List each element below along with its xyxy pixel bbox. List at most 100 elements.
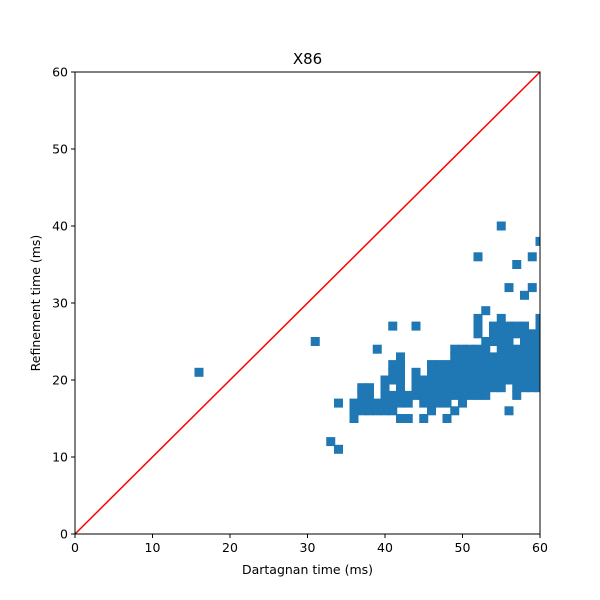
data-point (388, 321, 398, 331)
data-point (357, 398, 367, 408)
data-point (411, 375, 421, 385)
data-point (411, 367, 421, 377)
data-point (496, 360, 506, 370)
data-point (489, 337, 498, 346)
data-point (380, 390, 390, 400)
data-point (520, 337, 529, 346)
data-point (535, 329, 540, 339)
data-point (458, 367, 467, 377)
data-point (481, 306, 491, 316)
data-point (496, 313, 506, 323)
data-point (527, 283, 537, 293)
data-point (527, 252, 537, 262)
data-point (496, 337, 506, 346)
data-point (450, 390, 460, 400)
data-point (434, 367, 444, 377)
data-point (427, 406, 436, 416)
data-point (349, 406, 359, 416)
data-point (520, 375, 529, 385)
x-tick-label: 50 (455, 540, 471, 555)
data-point (427, 360, 436, 370)
data-point (349, 414, 359, 423)
data-point (450, 383, 460, 393)
data-point (489, 321, 498, 331)
data-point (427, 375, 436, 385)
data-point (380, 406, 390, 416)
data-point (512, 383, 522, 393)
data-point (450, 375, 460, 385)
data-point (512, 352, 522, 362)
data-point (527, 375, 537, 385)
y-tick-label: 20 (52, 373, 68, 388)
data-point (504, 344, 514, 354)
data-point (388, 406, 398, 416)
data-point (465, 360, 475, 370)
data-point (535, 337, 540, 346)
data-point (473, 383, 483, 393)
data-point (357, 383, 367, 393)
data-point (504, 329, 514, 339)
data-point (334, 398, 343, 408)
y-tick-label: 60 (52, 65, 68, 80)
data-point (388, 360, 398, 370)
data-point (411, 390, 421, 400)
data-point (411, 383, 421, 393)
data-point (434, 390, 444, 400)
data-point (465, 383, 475, 393)
data-point (504, 337, 514, 346)
y-axis-ticks: 0 10 20 30 40 50 60 (52, 65, 75, 542)
data-point (388, 367, 398, 377)
data-point (496, 344, 506, 354)
y-tick-label: 10 (52, 450, 68, 465)
data-point (489, 383, 498, 393)
data-point (481, 337, 491, 346)
data-point (357, 390, 367, 400)
data-point (504, 406, 514, 416)
data-point (465, 367, 475, 377)
data-point (496, 367, 506, 377)
data-point (403, 390, 413, 400)
data-point (504, 321, 514, 331)
data-point (473, 375, 483, 385)
data-point (473, 313, 483, 323)
reference-line (75, 72, 540, 534)
data-point (520, 360, 529, 370)
data-point (434, 375, 444, 385)
data-point (427, 398, 436, 408)
data-point (504, 375, 514, 385)
data-point (458, 383, 467, 393)
data-point (473, 252, 483, 262)
data-point (489, 352, 498, 362)
data-point (473, 329, 483, 339)
data-point (512, 321, 522, 331)
data-point (481, 383, 491, 393)
data-point (403, 414, 413, 423)
chart-title: X86 (293, 50, 322, 68)
data-point (496, 375, 506, 385)
data-point (512, 329, 522, 339)
data-point (458, 352, 467, 362)
x-tick-label: 30 (300, 540, 316, 555)
data-point (458, 375, 467, 385)
data-point (473, 360, 483, 370)
data-point (365, 390, 374, 400)
data-point (442, 398, 452, 408)
data-point (396, 390, 405, 400)
data-point (535, 321, 540, 331)
data-point (396, 383, 405, 393)
data-point (365, 383, 374, 393)
data-point (372, 344, 382, 354)
data-point (520, 383, 529, 393)
data-point (512, 367, 522, 377)
data-point (419, 414, 429, 423)
data-point (465, 375, 475, 385)
data-point (357, 406, 367, 416)
data-point (496, 321, 506, 331)
data-point (442, 383, 452, 393)
data-point (527, 360, 537, 370)
data-point (527, 352, 537, 362)
data-point (527, 383, 537, 393)
data-point (481, 344, 491, 354)
data-point (442, 360, 452, 370)
